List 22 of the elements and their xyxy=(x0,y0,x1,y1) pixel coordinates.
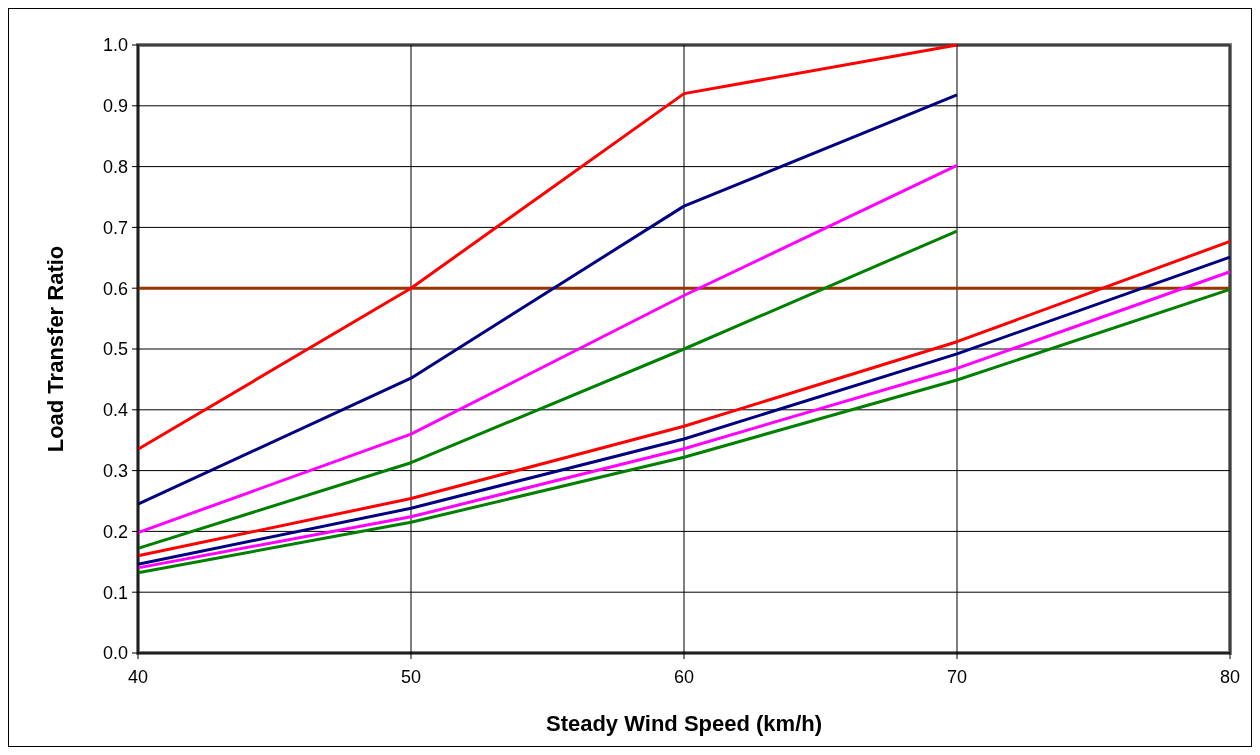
x-tick-label: 60 xyxy=(673,667,695,687)
x-tick-label: 70 xyxy=(946,667,968,687)
line-series xyxy=(136,93,959,506)
line-series xyxy=(136,43,959,451)
y-tick-label: 0.8 xyxy=(102,156,128,177)
x-tick-label: 40 xyxy=(127,667,149,687)
y-tick-label: 0.9 xyxy=(102,96,128,117)
y-tick-label: 1.0 xyxy=(102,35,128,56)
y-tick-label: 0.3 xyxy=(102,460,128,481)
x-tick-label: 50 xyxy=(400,667,422,687)
y-tick-label: 0.7 xyxy=(102,217,128,238)
y-tick-label: 0.2 xyxy=(102,521,128,542)
y-tick-label: 0.0 xyxy=(102,643,128,664)
y-axis-title: Load Transfer Ratio xyxy=(43,245,68,453)
y-tick-label: 0.6 xyxy=(102,278,128,299)
x-tick-label: 80 xyxy=(1219,667,1241,687)
line-series xyxy=(136,163,959,535)
y-tick-label: 0.1 xyxy=(102,582,128,603)
y-tick-label: 0.4 xyxy=(102,400,128,421)
line-series xyxy=(136,229,959,550)
y-tick-label: 0.5 xyxy=(102,339,128,360)
x-axis-title: Steady Wind Speed (km/h) xyxy=(545,711,823,736)
